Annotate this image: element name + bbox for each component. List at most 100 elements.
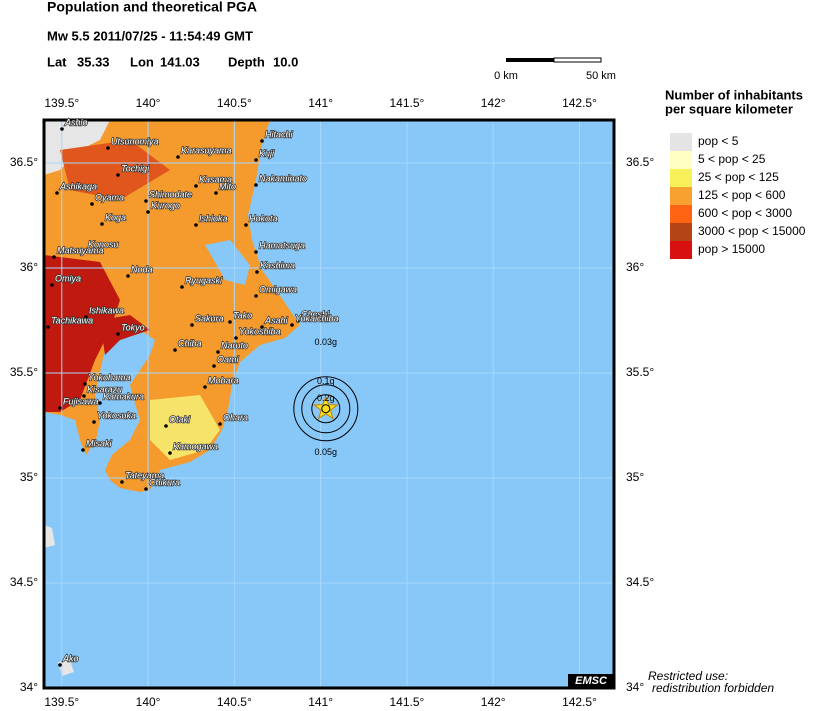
city-label: Ashio [64,117,88,127]
y-tick-label: 34° [626,680,644,694]
city-dot [81,448,85,452]
city-dot [116,173,120,177]
city-label: Ohara [223,412,248,422]
pga-contour [301,384,351,434]
x-tick-label: 139.5° [44,96,79,110]
city-label: Choshi [301,309,330,319]
x-tick-label: 142.5° [562,96,597,110]
city-dot [255,270,259,274]
city-dot [120,480,124,484]
city-label: Chikura [149,477,180,487]
legend-swatch [670,223,692,241]
city-label: Karasuyama [181,145,232,155]
city-dot [203,385,207,389]
legend-title: Number of inhabitants [665,87,803,102]
city-label: Sakura [195,313,224,323]
legend-title: per square kilometer [665,101,793,116]
notice: redistribution forbidden [652,681,774,695]
city-label: Ashikaga [59,181,97,191]
x-tick-label: 141° [308,695,333,709]
city-dot [164,424,168,428]
legend-label: 125 < pop < 600 [698,188,786,202]
x-tick-label: 141° [308,96,333,110]
island [44,525,55,548]
city-label: Kamogawa [173,441,218,451]
city-label: Yokohama [88,372,131,382]
city-label: Kamakura [103,391,144,401]
legend-swatch [670,241,692,259]
epicenter-core [321,404,331,414]
lat-label: Lat [47,54,67,69]
city-label: Otaki [169,414,191,424]
city-dot [254,158,258,162]
legend-swatch [670,205,692,223]
city-label: Tachikawa [51,315,93,325]
city-label: Nakaminato [259,173,307,183]
y-tick-label: 34.5° [10,575,38,589]
city-dot [168,451,172,455]
pga-label: 0.03g [315,337,338,347]
city-label: Konosu [88,239,119,249]
y-tick-label: 34.5° [626,575,654,589]
city-dot [190,323,194,327]
x-tick-label: 140.5° [217,96,252,110]
x-tick-label: 142.5° [562,695,597,709]
map: 139.5° 139.5° 140° 140° 140.5° 140.5° 141° 141°… [10,96,655,709]
city-label: Koga [105,212,126,222]
city-dot [58,663,62,667]
city-label: Kisarazu [87,384,122,394]
city-label: Tokyo [121,322,145,332]
city-label: Yokosuka [97,410,136,420]
land [44,120,300,492]
city-dot [126,274,130,278]
y-tick-label: 34° [20,680,38,694]
city-dot [180,285,184,289]
city-label: Oyama [95,192,124,202]
city-label: Kurogo [151,200,180,210]
legend-label: 3000 < pop < 15000 [698,224,806,238]
city-dot [212,364,216,368]
city-label: Mobara [208,375,239,385]
legend-swatch [670,169,692,187]
depth-value: 10.0 [273,54,298,69]
city-label: Ishikawa [89,305,124,315]
x-tick-label: 139.5° [44,695,79,709]
y-tick-label: 36.5° [626,155,654,169]
city-label: Tako [233,310,252,320]
y-tick-label: 35.5° [626,365,654,379]
city-label: Yokaichiba [295,313,339,323]
city-label: Shimodate [149,189,192,199]
legend-label: pop > 15000 [698,242,765,256]
x-tick-label: 140° [136,695,161,709]
x-tick-label: 140° [136,96,161,110]
city-dot [116,332,120,336]
city-dot [260,325,264,329]
event-info: Mw 5.5 2011/07/25 - 11:54:49 GMT [47,28,253,43]
x-tick-label: 142° [481,96,506,110]
x-tick-label: 140.5° [217,695,252,709]
logo-box [568,674,614,688]
notice: Restricted use: [648,669,728,683]
city-dot [194,223,198,227]
city-label: Fujisawa [63,396,99,406]
x-tick-label: 141.5° [390,96,425,110]
city-label: Hokota [249,213,278,223]
pga-label: 0.2g [317,393,335,403]
city-dot [144,199,148,203]
title: Population and theoretical PGA [47,0,257,15]
urban-area [60,140,170,200]
city-dot [83,382,87,386]
pga-contour [311,394,341,424]
city-dot [82,394,86,398]
lake [205,240,250,285]
logo: EMSC [575,675,608,687]
legend-label: 5 < pop < 25 [698,152,766,166]
legend-swatch [670,133,692,151]
city-dot [214,191,218,195]
y-tick-label: 36° [626,260,644,274]
city-dot [216,350,220,354]
city-dot [296,319,300,323]
pga-contour [293,376,359,442]
urban-area [100,315,150,355]
